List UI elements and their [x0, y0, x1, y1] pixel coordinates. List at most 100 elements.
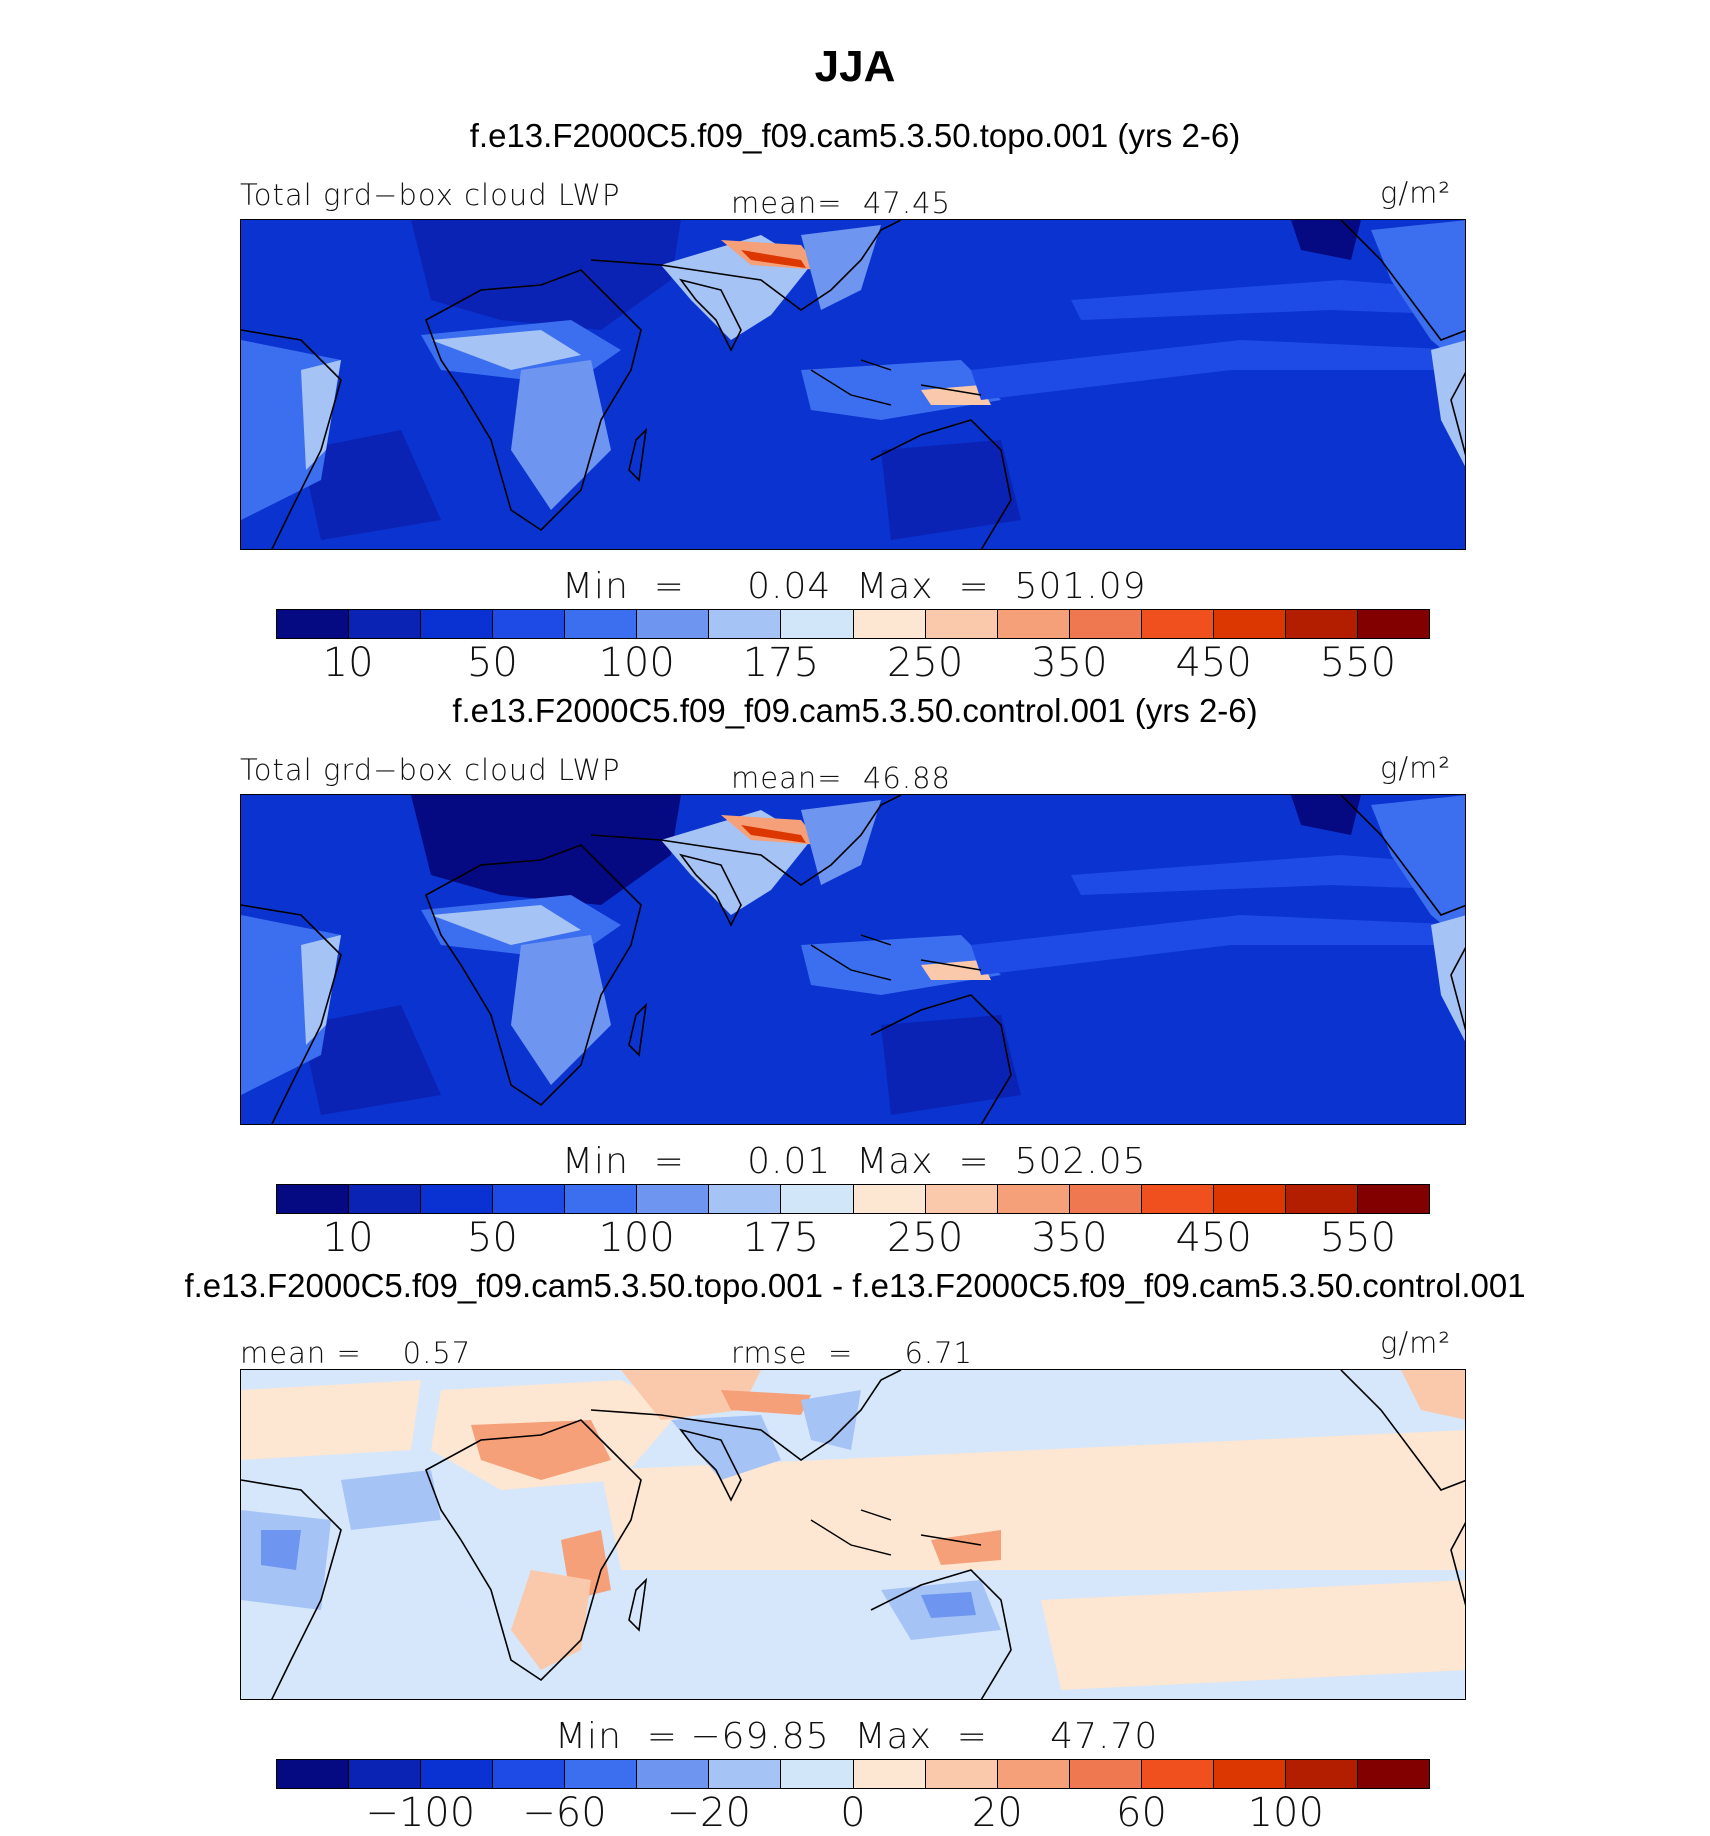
panel3-colorbar-box-3 — [421, 1760, 494, 1788]
panel2-colorbar-box-16 — [1357, 1185, 1429, 1213]
panel1-colorbar-box-6 — [637, 610, 710, 638]
panel2-band-china — [801, 800, 881, 885]
panel3-tick-label: −100 — [365, 1790, 476, 1836]
panel2-coast-samerica-east — [1450, 947, 1465, 1031]
panel1-variable-label: Total grd−box cloud LWP — [240, 178, 621, 212]
panel3-colorbar-box-14 — [1213, 1760, 1286, 1788]
panel2-colorbar-box-10 — [925, 1185, 998, 1213]
panel1-colorbar-box-14 — [1213, 610, 1286, 638]
panel1-colorbar-box-10 — [925, 610, 998, 638]
panel3-neg-india — [671, 1415, 781, 1480]
panel1-nepac-dry — [1291, 220, 1361, 260]
panel1-tick-label: 350 — [1031, 640, 1108, 686]
panel3-coast-samerica — [241, 1479, 342, 1699]
panel2-coast-madagascar — [628, 1002, 648, 1057]
panel1-colorbar-ticks: 10 50 100 175 250 350 450 550 — [276, 640, 1430, 690]
panel2-band-samerica — [1431, 915, 1465, 1042]
panel3-colorbar-box-9 — [853, 1760, 926, 1788]
panel2-coast-samerica — [241, 904, 342, 1124]
panel2-colorbar-box-6 — [637, 1185, 710, 1213]
panel3-colorbar-box-7 — [709, 1760, 782, 1788]
panel1-coast-samerica-east — [1450, 372, 1465, 456]
panel2-nepac-dry — [1291, 795, 1361, 835]
panel1-south-atlantic-dry — [301, 430, 441, 540]
panel3-tick-label: 0 — [840, 1790, 866, 1836]
panel2-case-title: f.e13.F2000C5.f09_f09.cam5.3.50.control.… — [452, 692, 1258, 729]
panel3-pos-sahel — [471, 1420, 611, 1480]
panel1-band-newguinea — [921, 385, 991, 405]
panel2-band-spcz — [971, 915, 1465, 975]
panel3-coast-samerica-east — [1450, 1522, 1465, 1606]
panel3-coast-indonesia — [810, 1509, 982, 1556]
panel1-band-china — [801, 225, 881, 310]
panel2-band-namerica — [1371, 795, 1465, 944]
panel3-pos-tibet — [721, 1390, 811, 1415]
panel1-case-title: f.e13.F2000C5.f09_f09.cam5.3.50.topo.001… — [469, 117, 1241, 154]
panel3-map — [240, 1369, 1466, 1700]
panel3-colorbar-box-8 — [781, 1760, 854, 1788]
panel3-tick-label: 100 — [1247, 1790, 1324, 1836]
panel2-colorbar-box-8 — [781, 1185, 854, 1213]
panel3-colorbar-box-15 — [1285, 1760, 1358, 1788]
panel3-colorbar-box-4 — [493, 1760, 566, 1788]
panel2-band-itcz — [1071, 855, 1465, 895]
panel3-tick-label: 20 — [971, 1790, 1023, 1836]
panel1-map-svg — [241, 220, 1465, 549]
panel3-coast-namerica — [1340, 1370, 1465, 1491]
panel2-map — [240, 794, 1466, 1125]
panel1-stats-label: Min = 0.04 Max = 501.09 — [562, 566, 1147, 607]
panel2-tick-label: 10 — [322, 1215, 374, 1261]
panel3-coast-africa — [425, 1419, 642, 1682]
panel3-mean-label: mean = 0.57 — [240, 1336, 472, 1370]
panel3-colorbar-box-6 — [637, 1760, 710, 1788]
panel3-coast-madagascar — [628, 1577, 648, 1632]
panel2-tick-label: 550 — [1319, 1215, 1397, 1261]
panel1-coast-australia — [870, 419, 1012, 549]
panel2-coast-australia — [870, 994, 1012, 1124]
panel3-neg-brazil-core — [261, 1530, 301, 1570]
panel2-tick-label: 100 — [598, 1215, 675, 1261]
panel3-pos-pacific-south — [1041, 1580, 1465, 1690]
panel2-map-svg — [241, 795, 1465, 1124]
panel2-colorbar-box-9 — [853, 1185, 926, 1213]
panel3-neg-equatorial-atlantic — [341, 1470, 441, 1530]
panel1-colorbar-box-2 — [349, 610, 422, 638]
panel2-band-newguinea — [921, 960, 991, 980]
panel3-colorbar-box-2 — [349, 1760, 422, 1788]
panel3-stats-label: Min = −69.85 Max = 47.70 — [555, 1716, 1159, 1757]
panel1-colorbar-box-7 — [709, 610, 782, 638]
panel1-coast-samerica — [241, 329, 342, 549]
panel1-units-label: g/m² — [1380, 176, 1452, 210]
panel2-colorbar-box-4 — [493, 1185, 566, 1213]
panel3-case-title: f.e13.F2000C5.f09_f09.cam5.3.50.topo.001… — [184, 1267, 1526, 1304]
panel3-colorbar-box-11 — [997, 1760, 1070, 1788]
panel3-pos-arabia — [621, 1370, 761, 1420]
panel2-mean-label: mean= 46.88 — [731, 761, 951, 795]
panel1-colorbar-box-4 — [493, 610, 566, 638]
panel3-pos-tropical-band — [601, 1430, 1465, 1570]
panel1-coast-eurasia — [590, 220, 902, 311]
panel3-units-label: g/m² — [1380, 1326, 1452, 1360]
panel2-colorbar-box-3 — [421, 1185, 494, 1213]
panel1-band-sahel-hi — [431, 330, 581, 370]
panel3-colorbar-box-5 — [565, 1760, 638, 1788]
panel1-band-itcz — [1071, 280, 1465, 320]
panel3-tick-label: −20 — [666, 1790, 751, 1836]
panel3-colorbar — [276, 1759, 1430, 1789]
panel1-colorbar-box-15 — [1285, 610, 1358, 638]
panel3-pos-namerica — [1401, 1370, 1465, 1420]
panel1-coast-africa — [425, 269, 642, 532]
panel1-band-namerica — [1371, 220, 1465, 369]
panel1-colorbar — [276, 609, 1430, 639]
panel3-pos-north-atlantic — [241, 1380, 421, 1460]
panel2-colorbar — [276, 1184, 1430, 1214]
panel1-colorbar-box-1 — [277, 610, 350, 638]
panel2-coast-eurasia — [590, 795, 902, 886]
panel3-colorbar-ticks: −100 −60 −20 0 20 60 100 — [276, 1790, 1430, 1836]
panel3-colorbar-box-16 — [1357, 1760, 1429, 1788]
panel1-coast-madagascar — [628, 427, 648, 482]
panel3-colorbar-box-12 — [1069, 1760, 1142, 1788]
panel1-coast-namerica — [1340, 220, 1465, 341]
panel3-colorbar-box-13 — [1141, 1760, 1214, 1788]
panel2-tick-label: 350 — [1031, 1215, 1108, 1261]
